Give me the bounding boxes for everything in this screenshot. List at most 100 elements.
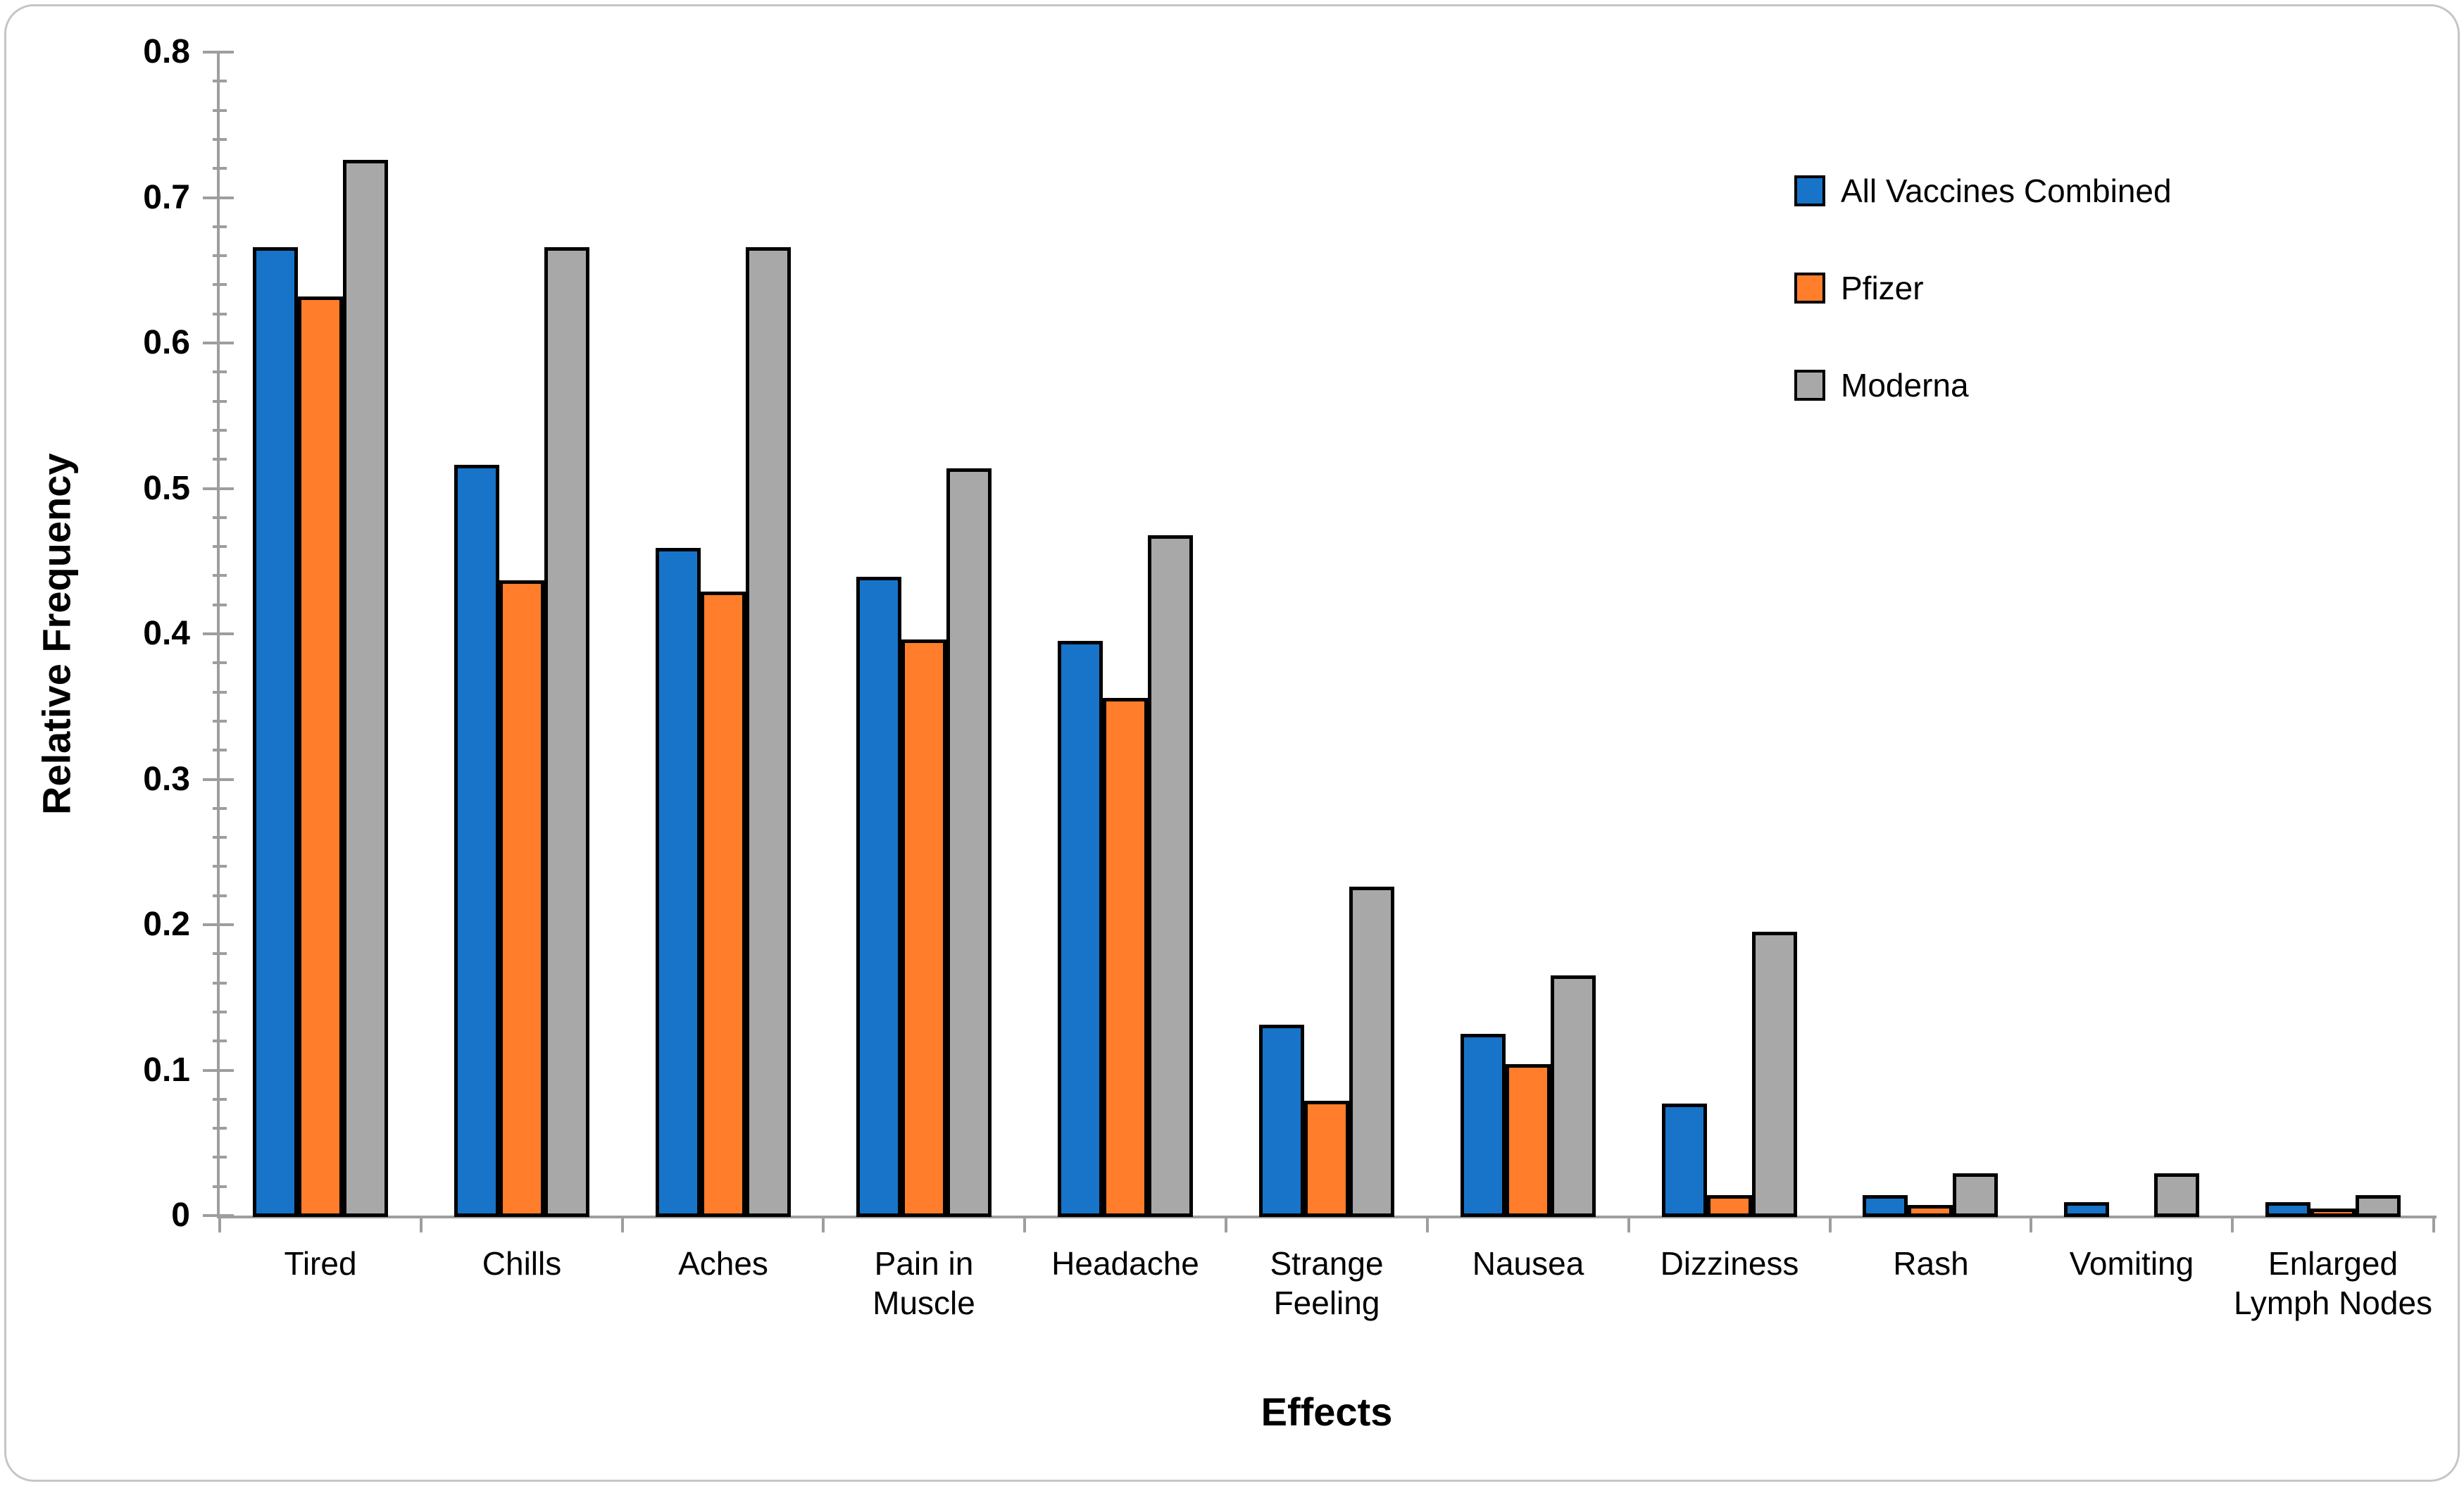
chart-border-frame <box>4 4 2460 1482</box>
legend-item-all-vaccines-combined: All Vaccines Combined <box>1794 172 2172 210</box>
y-tick-label: 0.5 <box>143 470 190 507</box>
x-tick-label: Dizziness <box>1660 1245 1799 1282</box>
y-minor-tick <box>213 691 227 694</box>
y-minor-tick <box>213 254 227 257</box>
y-minor-tick <box>213 604 227 606</box>
x-axis-tick <box>2231 1216 2234 1232</box>
bar-moderna-tired <box>343 160 388 1217</box>
bar-moderna-vomiting <box>2154 1173 2199 1217</box>
x-tick-label: Vomiting <box>2069 1245 2194 1282</box>
legend-swatch <box>1794 175 1825 206</box>
y-major-tick <box>203 196 234 199</box>
x-axis-tick <box>621 1216 624 1232</box>
y-major-tick <box>203 778 234 781</box>
x-axis-tick <box>1829 1216 1832 1232</box>
bar-pfizer-pain-in-muscle <box>901 639 946 1217</box>
x-tick-label: Tired <box>284 1245 357 1282</box>
y-minor-tick <box>213 516 227 519</box>
y-minor-tick <box>213 836 227 839</box>
legend-item-moderna: Moderna <box>1794 366 2172 404</box>
bar-pfizer-rash <box>1908 1205 1953 1217</box>
x-axis-tick <box>2432 1216 2435 1232</box>
x-tick-label: Strange Feeling <box>1270 1245 1384 1321</box>
y-minor-tick <box>213 370 227 373</box>
x-tick-label: Rash <box>1893 1245 1969 1282</box>
y-tick-label: 0.4 <box>143 615 190 652</box>
bar-all-vaccines-combined-aches <box>656 548 701 1217</box>
y-minor-tick <box>213 807 227 810</box>
bar-pfizer-chills <box>499 580 544 1217</box>
legend-label: Moderna <box>1841 367 1969 404</box>
y-minor-tick <box>213 749 227 751</box>
x-axis-tick <box>1426 1216 1429 1232</box>
y-minor-tick <box>213 952 227 955</box>
y-major-tick <box>203 487 234 490</box>
legend-label: All Vaccines Combined <box>1841 173 2172 209</box>
bar-pfizer-tired <box>298 296 343 1217</box>
y-axis-title: Relative Frequency <box>34 453 79 815</box>
bar-pfizer-nausea <box>1506 1064 1551 1217</box>
legend-swatch <box>1794 273 1825 304</box>
bar-moderna-pain-in-muscle <box>946 468 992 1217</box>
y-tick-label: 0.1 <box>143 1051 190 1089</box>
x-axis-tick <box>420 1216 423 1232</box>
bar-moderna-headache <box>1148 535 1193 1217</box>
y-minor-tick <box>213 138 227 141</box>
y-tick-label: 0.2 <box>143 906 190 943</box>
y-axis-line <box>217 52 220 1218</box>
y-minor-tick <box>213 545 227 548</box>
y-tick-label: 0 <box>171 1197 190 1234</box>
bar-all-vaccines-combined-strange-feeling <box>1259 1025 1304 1217</box>
y-minor-tick <box>213 429 227 432</box>
bar-moderna-dizziness <box>1752 932 1797 1217</box>
y-minor-tick <box>213 458 227 461</box>
y-tick-label: 0.3 <box>143 761 190 798</box>
legend-label: Pfizer <box>1841 270 1924 306</box>
bar-all-vaccines-combined-tired <box>253 247 298 1217</box>
y-minor-tick <box>213 1039 227 1042</box>
x-tick-label: Nausea <box>1472 1245 1584 1282</box>
bar-pfizer-aches <box>701 592 746 1217</box>
x-axis-tick <box>1225 1216 1227 1232</box>
y-minor-tick <box>213 167 227 170</box>
y-minor-tick <box>213 400 227 403</box>
legend: All Vaccines Combined Pfizer Moderna <box>1794 172 2172 463</box>
y-minor-tick <box>213 80 227 82</box>
x-axis-tick <box>822 1216 825 1232</box>
bar-all-vaccines-combined-rash <box>1863 1195 1908 1217</box>
x-tick-label: Aches <box>678 1245 768 1282</box>
bar-moderna-nausea <box>1551 975 1596 1217</box>
x-axis-tick <box>2030 1216 2032 1232</box>
y-minor-tick <box>213 865 227 868</box>
y-tick-label: 0.7 <box>143 179 190 216</box>
bar-moderna-rash <box>1953 1173 1998 1217</box>
x-axis-title: Effects <box>1261 1390 1393 1434</box>
y-major-tick <box>203 342 234 344</box>
y-minor-tick <box>213 1156 227 1159</box>
legend-swatch <box>1794 370 1825 401</box>
y-minor-tick <box>213 720 227 723</box>
bar-all-vaccines-combined-pain-in-muscle <box>856 577 901 1217</box>
y-minor-tick <box>213 313 227 316</box>
bar-all-vaccines-combined-enlarged-lymph-nodes <box>2265 1202 2310 1217</box>
bar-all-vaccines-combined-vomiting <box>2064 1202 2109 1217</box>
x-tick-label: Chills <box>482 1245 562 1282</box>
y-minor-tick <box>213 1011 227 1013</box>
bar-all-vaccines-combined-chills <box>454 465 499 1217</box>
y-major-tick <box>203 632 234 635</box>
x-axis-tick <box>1627 1216 1630 1232</box>
bar-moderna-enlarged-lymph-nodes <box>2356 1195 2401 1217</box>
bar-all-vaccines-combined-nausea <box>1461 1034 1506 1217</box>
y-major-tick <box>203 923 234 926</box>
bar-pfizer-dizziness <box>1707 1195 1752 1217</box>
x-axis-tick <box>1023 1216 1026 1232</box>
bar-moderna-chills <box>544 247 589 1217</box>
y-minor-tick <box>213 1127 227 1130</box>
y-tick-label: 0.6 <box>143 324 190 361</box>
bar-pfizer-strange-feeling <box>1304 1101 1349 1217</box>
x-axis-tick <box>218 1216 221 1232</box>
y-minor-tick <box>213 1098 227 1101</box>
bar-pfizer-enlarged-lymph-nodes <box>2310 1209 2356 1217</box>
x-tick-label: Pain in Muscle <box>873 1245 975 1321</box>
